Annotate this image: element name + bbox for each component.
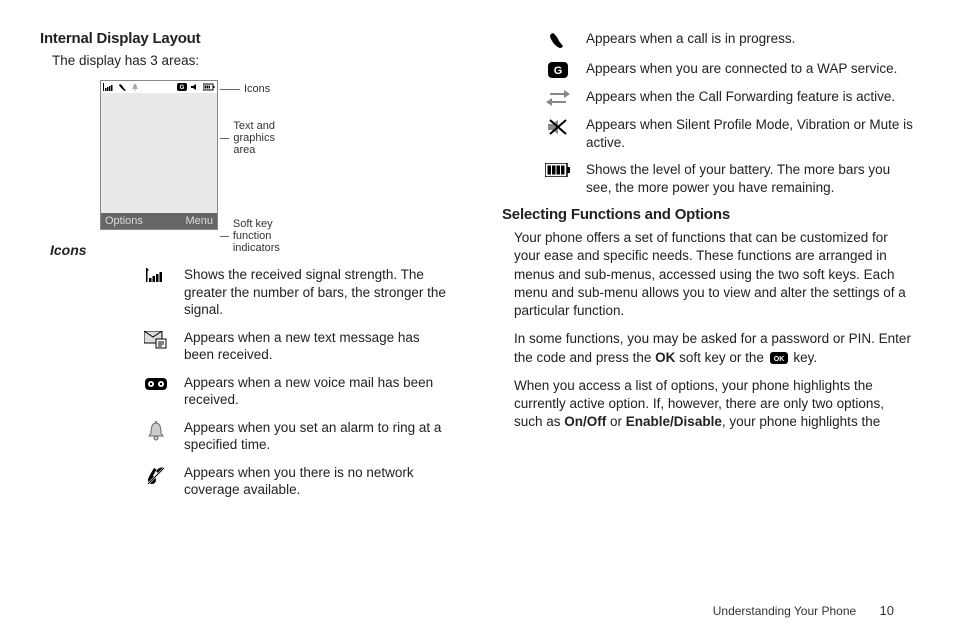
icon-row: Appears when you there is no network cov… xyxy=(140,464,452,499)
svg-text:G: G xyxy=(180,85,185,91)
battery-icon xyxy=(203,83,215,91)
icon-row: Shows the level of your battery. The mor… xyxy=(542,161,914,196)
icon-list-right: Appears when a call is in progress. G Ap… xyxy=(542,30,914,196)
alarm-icon xyxy=(147,421,165,441)
icon-desc: Shows the received signal strength. The … xyxy=(184,266,452,319)
icon-row: G Appears when you are connected to a WA… xyxy=(542,60,914,78)
signal-icon xyxy=(103,83,115,91)
forward-icon xyxy=(546,90,570,106)
intro-text: The display has 3 areas: xyxy=(52,53,452,68)
text-graphics-area xyxy=(101,93,217,213)
ed-bold: Enable/Disable xyxy=(626,414,722,429)
icon-row: Appears when you set an alarm to ring at… xyxy=(140,419,452,454)
icon-row: Appears when a new voice mail has been r… xyxy=(140,374,452,409)
no-network-icon xyxy=(146,466,166,486)
page-number: 10 xyxy=(880,603,894,618)
icon-desc: Appears when you are connected to a WAP … xyxy=(586,60,914,78)
left-column: Internal Display Layout The display has … xyxy=(40,30,452,509)
icon-desc: Appears when you there is no network cov… xyxy=(184,464,452,499)
right-column: Appears when a call is in progress. G Ap… xyxy=(502,30,914,509)
page-footer: Understanding Your Phone 10 xyxy=(713,603,894,618)
heading-selecting: Selecting Functions and Options xyxy=(502,206,914,223)
battery-icon xyxy=(545,163,571,177)
icon-desc: Appears when the Call Forwarding feature… xyxy=(586,88,914,106)
para3-b: , your phone highlights the xyxy=(722,414,880,429)
wap-icon: G xyxy=(177,83,187,91)
softkey-right: Menu xyxy=(185,215,213,227)
signal-icon xyxy=(146,268,166,284)
icon-desc: Appears when a new text message has been… xyxy=(184,329,452,364)
callout-softkeys: Soft key function indicators xyxy=(233,218,291,254)
icon-desc: Appears when you set an alarm to ring at… xyxy=(184,419,452,454)
onoff-bold: On/Off xyxy=(564,414,606,429)
call-icon xyxy=(119,83,127,91)
message-icon xyxy=(144,331,168,349)
call-icon xyxy=(549,32,567,50)
voicemail-icon xyxy=(145,376,167,392)
alarm-icon xyxy=(131,83,139,91)
svg-text:G: G xyxy=(554,65,563,77)
footer-section: Understanding Your Phone xyxy=(713,604,856,618)
silent-icon xyxy=(548,118,568,136)
svg-text:OK: OK xyxy=(773,356,784,363)
para3-or: or xyxy=(606,414,626,429)
callout-icons: Icons xyxy=(244,83,270,95)
softkey-left: Options xyxy=(105,215,143,227)
icon-desc: Appears when a new voice mail has been r… xyxy=(184,374,452,409)
ok-key-icon: OK xyxy=(770,352,788,364)
ok-bold: OK xyxy=(655,350,675,365)
para-2: In some functions, you may be asked for … xyxy=(514,330,914,366)
heading-display-layout: Internal Display Layout xyxy=(40,30,452,47)
callout-textarea: Text and graphics area xyxy=(233,120,285,156)
icon-row: Appears when a new text message has been… xyxy=(140,329,452,364)
page-content: Internal Display Layout The display has … xyxy=(0,0,954,529)
icon-desc: Appears when a call is in progress. xyxy=(586,30,914,48)
silent-icon xyxy=(191,83,199,91)
icon-list-left: Shows the received signal strength. The … xyxy=(140,266,452,499)
icon-row: Appears when the Call Forwarding feature… xyxy=(542,88,914,106)
para2-c: key. xyxy=(790,350,818,365)
status-bar: G xyxy=(101,81,217,93)
icon-desc: Appears when Silent Profile Mode, Vibrat… xyxy=(586,116,914,151)
icon-desc: Shows the level of your battery. The mor… xyxy=(586,161,914,196)
para-3: When you access a list of options, your … xyxy=(514,377,914,432)
icon-row: Appears when a call is in progress. xyxy=(542,30,914,50)
icon-row: Shows the received signal strength. The … xyxy=(140,266,452,319)
wap-icon: G xyxy=(548,62,568,78)
softkey-row: Options Menu xyxy=(101,213,217,229)
icon-row: Appears when Silent Profile Mode, Vibrat… xyxy=(542,116,914,151)
phone-screen: G Options Menu xyxy=(100,80,218,230)
phone-diagram: G Options Menu Icons Text and graphics a… xyxy=(100,80,452,230)
para-1: Your phone offers a set of functions tha… xyxy=(514,229,914,320)
para2-b: soft key or the xyxy=(675,350,767,365)
